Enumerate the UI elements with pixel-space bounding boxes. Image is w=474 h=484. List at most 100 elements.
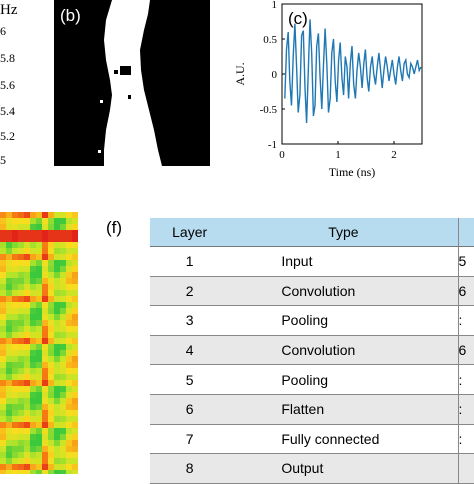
heatmap-cell xyxy=(48,416,54,422)
heatmap-cell xyxy=(6,458,12,464)
cell-extra: : xyxy=(457,394,474,425)
heatmap-cell xyxy=(12,338,18,344)
cell-type: Fully connected xyxy=(229,424,458,455)
heatmap-cell xyxy=(54,290,60,296)
heatmap-cell xyxy=(0,434,6,440)
heatmap-cell xyxy=(72,434,78,440)
heatmap-cell xyxy=(6,332,12,338)
heatmap-cell xyxy=(36,218,42,224)
header-extra xyxy=(457,218,474,247)
heatmap-cell xyxy=(0,278,6,284)
heatmap-cell xyxy=(24,416,30,422)
heatmap-cell xyxy=(30,368,36,374)
heatmap-cell xyxy=(24,392,30,398)
heatmap-cell xyxy=(54,296,60,302)
heatmap-cell xyxy=(48,398,54,404)
heatmap-cell xyxy=(12,242,18,248)
heatmap-cell xyxy=(54,218,60,224)
heatmap-cell xyxy=(42,260,48,266)
heatmap-cell xyxy=(48,404,54,410)
heatmap-cell xyxy=(36,374,42,380)
heatmap-cell xyxy=(18,386,24,392)
heatmap-cell xyxy=(6,404,12,410)
cell-extra: : xyxy=(457,424,474,455)
heatmap-cell xyxy=(60,272,66,278)
heatmap-cell xyxy=(72,242,78,248)
heatmap-cell xyxy=(6,326,12,332)
heatmap-cell xyxy=(24,350,30,356)
heatmap-cell xyxy=(6,242,12,248)
heatmap-cell xyxy=(6,464,12,470)
heatmap-cell xyxy=(24,338,30,344)
heatmap-cell xyxy=(12,458,18,464)
heatmap-cell xyxy=(66,248,72,254)
heatmap-cell xyxy=(30,452,36,458)
heatmap-cell xyxy=(60,254,66,260)
cell-extra: 5 xyxy=(457,246,474,277)
cell-layer: 2 xyxy=(150,276,230,307)
cell-type: Convolution xyxy=(229,276,458,307)
heatmap-cell xyxy=(36,404,42,410)
heatmap-cell xyxy=(48,440,54,446)
heatmap-cell xyxy=(72,272,78,278)
heatmap-cell xyxy=(12,386,18,392)
heatmap-cell xyxy=(72,230,78,236)
heatmap-cell xyxy=(24,230,30,236)
heatmap-cell xyxy=(24,320,30,326)
heatmap-cell xyxy=(0,392,6,398)
heatmap-cell xyxy=(18,338,24,344)
table-row: 6 Flatten : xyxy=(150,394,474,425)
heatmap-cell xyxy=(36,398,42,404)
heatmap-cell xyxy=(72,218,78,224)
heatmap-cell xyxy=(54,344,60,350)
heatmap-cell xyxy=(66,290,72,296)
cell-extra xyxy=(457,453,474,484)
heatmap-cell xyxy=(24,356,30,362)
signal-series-line xyxy=(284,19,422,124)
heatmap-cell xyxy=(12,266,18,272)
heatmap-cell xyxy=(54,380,60,386)
heatmap-cell xyxy=(72,326,78,332)
heatmap-cell xyxy=(60,386,66,392)
heatmap-cell xyxy=(36,302,42,308)
heatmap-cell xyxy=(24,242,30,248)
heatmap-cell xyxy=(36,278,42,284)
heatmap-cell xyxy=(60,416,66,422)
heatmap-cell xyxy=(60,266,66,272)
heatmap-cell xyxy=(66,254,72,260)
heatmap-cell xyxy=(30,458,36,464)
heatmap-cell xyxy=(0,428,6,434)
cell-extra: : xyxy=(457,305,474,336)
heatmap-cell xyxy=(24,428,30,434)
heatmap-cell xyxy=(24,290,30,296)
heatmap-cell xyxy=(24,344,30,350)
heatmap-cell xyxy=(54,230,60,236)
heatmap-cell xyxy=(6,308,12,314)
heatmap-cell xyxy=(66,470,72,474)
heatmap-cell xyxy=(30,446,36,452)
heatmap-cell xyxy=(60,404,66,410)
heatmap-cell xyxy=(18,236,24,242)
heatmap-cell xyxy=(48,452,54,458)
cell-extra: 6 xyxy=(457,335,474,366)
heatmap-cell xyxy=(72,248,78,254)
heatmap-cell xyxy=(18,290,24,296)
heatmap-cell xyxy=(36,284,42,290)
heatmap-cell xyxy=(72,254,78,260)
heatmap-cell xyxy=(12,356,18,362)
heatmap-cell xyxy=(60,314,66,320)
heatmap-cell xyxy=(72,296,78,302)
heatmap-cell xyxy=(60,224,66,230)
heatmap-cell xyxy=(60,398,66,404)
heatmap-cell xyxy=(72,470,78,474)
heatmap-cell xyxy=(0,440,6,446)
heatmap-cell xyxy=(66,332,72,338)
cell-type: Input xyxy=(229,246,458,277)
heatmap-cell xyxy=(60,278,66,284)
heatmap-cell xyxy=(24,254,30,260)
table-row: 7 Fully connected : xyxy=(150,424,474,455)
heatmap-cell xyxy=(60,290,66,296)
heatmap-cell xyxy=(60,338,66,344)
heatmap-cell xyxy=(12,416,18,422)
heatmap-cell xyxy=(12,260,18,266)
